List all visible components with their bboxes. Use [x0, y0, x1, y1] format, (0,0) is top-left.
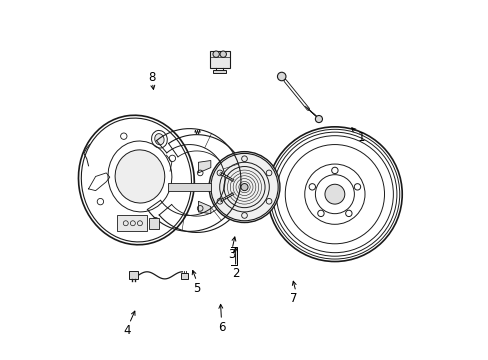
Text: 1: 1: [357, 131, 365, 144]
Polygon shape: [198, 161, 210, 173]
Bar: [213, 70, 225, 73]
Text: 5: 5: [193, 282, 200, 294]
Bar: [148, 217, 159, 229]
Circle shape: [209, 152, 279, 222]
Text: 8: 8: [148, 71, 156, 84]
Bar: [129, 271, 138, 279]
Bar: [181, 273, 188, 279]
Bar: [209, 51, 229, 68]
Circle shape: [315, 116, 322, 123]
Circle shape: [325, 184, 344, 204]
Ellipse shape: [115, 150, 164, 203]
Polygon shape: [198, 201, 210, 214]
Circle shape: [212, 51, 219, 57]
Text: 4: 4: [123, 324, 131, 337]
Bar: [117, 215, 147, 231]
Circle shape: [210, 153, 278, 221]
Text: 6: 6: [217, 321, 225, 334]
Text: 3: 3: [228, 248, 235, 261]
Circle shape: [277, 72, 285, 81]
Ellipse shape: [154, 134, 164, 145]
Text: 7: 7: [290, 292, 297, 305]
Circle shape: [241, 184, 247, 191]
Circle shape: [220, 51, 226, 57]
Text: 2: 2: [231, 267, 239, 280]
